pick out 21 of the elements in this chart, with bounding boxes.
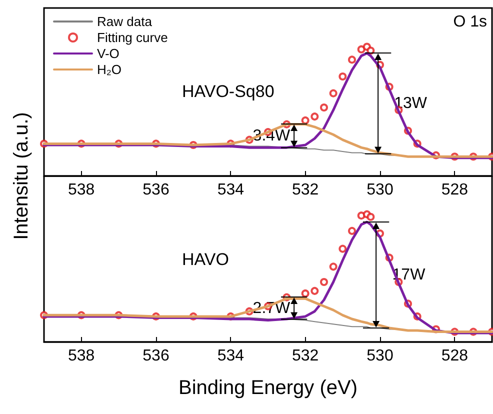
legend-label: Raw data: [97, 14, 153, 29]
x-tick-label: 532: [292, 182, 319, 198]
legend-label: Fitting curve: [97, 30, 168, 45]
x-tick-label: 530: [366, 348, 394, 364]
legend-label: H₂O: [97, 62, 122, 77]
y-axis-title: Intensitu (a.u.): [10, 112, 34, 240]
x-tick-label: 534: [217, 348, 244, 364]
legend-label: V-O: [97, 46, 120, 61]
x-tick-label: 538: [68, 182, 95, 198]
x-tick-label: 534: [217, 182, 244, 198]
x-tick-label: 532: [292, 348, 319, 364]
text: HAVO-Sq80: [182, 82, 274, 101]
x-tick-label: 536: [142, 348, 170, 364]
chart-title: O 1s: [453, 14, 488, 30]
x-tick-label: 536: [142, 182, 170, 198]
x-tick-label: 530: [366, 182, 394, 198]
x-axis-title: Binding Energy (eV): [178, 377, 358, 399]
x-tick-label: 528: [441, 348, 468, 364]
x-tick-label: 538: [68, 348, 95, 364]
x-tick-label: 528: [441, 182, 468, 198]
text: HAVO: [182, 250, 229, 269]
